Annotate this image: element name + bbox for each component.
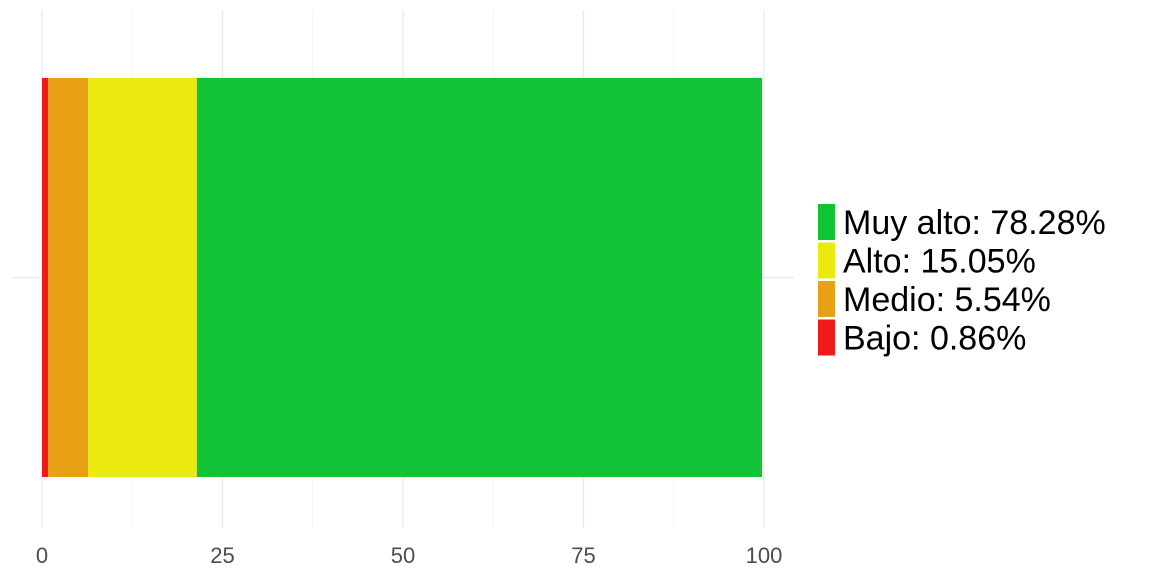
- x-tick-label: 0: [36, 543, 48, 568]
- bar-segment-0: [42, 78, 49, 477]
- legend: Muy alto: 78.28%Alto: 15.05%Medio: 5.54%…: [818, 204, 1106, 358]
- legend-label: Alto: 15.05%: [843, 243, 1036, 281]
- x-tick-label: 75: [571, 543, 595, 568]
- x-tick-label: 25: [210, 543, 234, 568]
- legend-label: Bajo: 0.86%: [843, 320, 1026, 358]
- x-axis-ticks: 0 25 50 75 100: [36, 543, 782, 568]
- legend-label: Medio: 5.54%: [843, 281, 1051, 319]
- bar-segment-2: [88, 78, 197, 477]
- bars: [42, 78, 763, 477]
- bar-segment-3: [196, 78, 763, 477]
- legend-key: [818, 204, 835, 240]
- legend-key: [818, 281, 835, 317]
- legend-label: Muy alto: 78.28%: [843, 204, 1106, 242]
- legend-key: [818, 242, 835, 279]
- x-tick-label: 50: [391, 543, 415, 568]
- x-tick-label: 100: [746, 543, 783, 568]
- legend-key: [818, 319, 835, 356]
- bar-segment-1: [48, 78, 89, 477]
